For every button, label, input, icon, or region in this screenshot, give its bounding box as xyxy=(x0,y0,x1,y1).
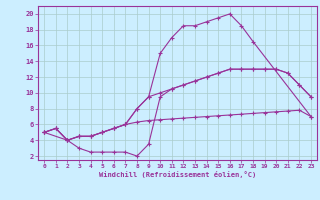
X-axis label: Windchill (Refroidissement éolien,°C): Windchill (Refroidissement éolien,°C) xyxy=(99,171,256,178)
